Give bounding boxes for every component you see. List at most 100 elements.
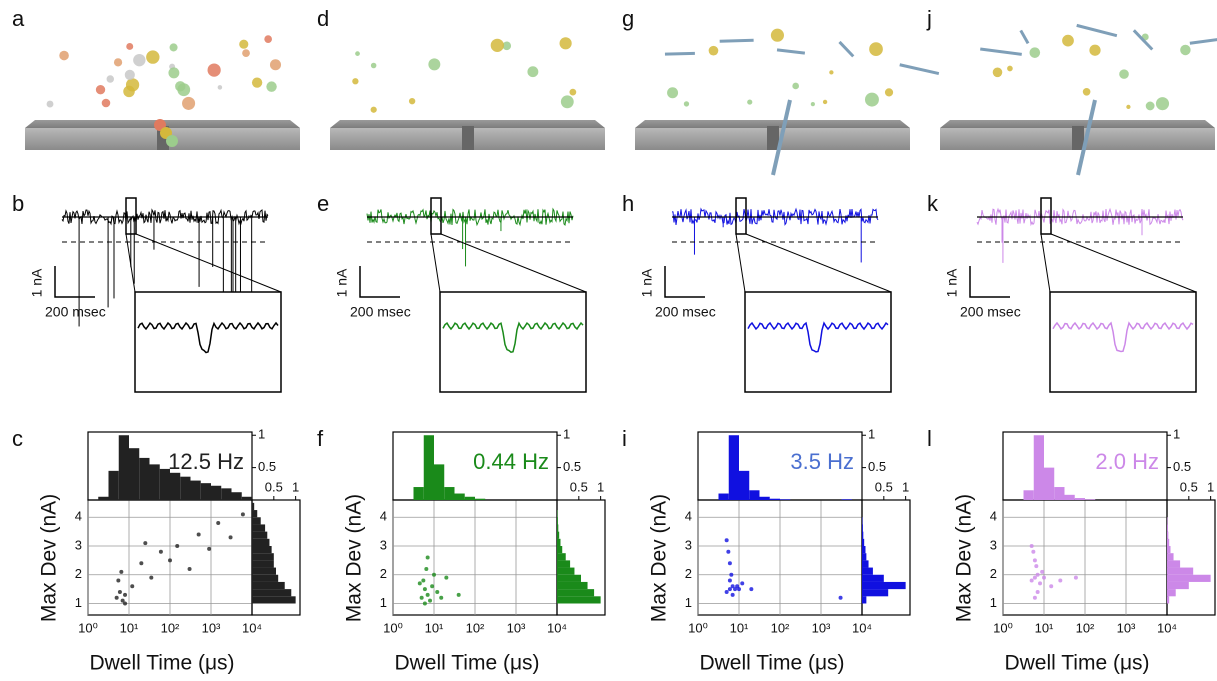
y-axis-label: Max Dev (nA): [343, 494, 366, 622]
data-point: [727, 561, 732, 566]
data-point: [1049, 584, 1054, 589]
particle: [217, 85, 223, 90]
data-point: [737, 587, 741, 592]
particle: [1029, 47, 1041, 58]
particle: [101, 98, 111, 108]
hist-bar: [231, 492, 242, 500]
data-point: [1034, 564, 1039, 569]
hist-bar: [1167, 546, 1171, 554]
x-tick-label: 10⁴: [242, 620, 262, 635]
hist-bar: [862, 596, 867, 604]
membrane-top: [330, 120, 605, 128]
data-point: [1042, 575, 1046, 580]
data-point: [175, 544, 180, 548]
y-tick-label: 3: [990, 537, 997, 552]
data-point: [1031, 549, 1036, 554]
current-trace: [976, 207, 1184, 227]
hist-tick-label: 0.5: [868, 459, 886, 474]
panel-letter: h: [622, 191, 634, 216]
hist-bar: [1167, 581, 1189, 590]
particle: [106, 75, 115, 83]
data-point: [123, 592, 128, 597]
hist-tick-label: 1: [292, 479, 299, 494]
hist-bar: [252, 538, 270, 546]
data-point: [228, 535, 233, 540]
hist-bar: [557, 553, 566, 561]
hist-bar: [557, 524, 559, 532]
hist-tick-label: 1: [1173, 427, 1180, 442]
membrane-top: [635, 120, 910, 128]
hist-bar: [200, 483, 211, 500]
x-tick-label: 10¹: [730, 620, 749, 635]
rod: [1019, 29, 1030, 45]
data-point: [432, 572, 436, 577]
data-point: [139, 561, 144, 566]
scale-bar: [969, 266, 1010, 298]
hist-bar: [1167, 524, 1168, 532]
y-tick-label: 4: [990, 509, 997, 524]
hist-bar: [1074, 498, 1085, 500]
particle: [266, 81, 277, 92]
data-point: [419, 595, 424, 600]
current-trace: [366, 207, 574, 227]
particle: [125, 78, 140, 92]
time-scale: 200 msec: [45, 304, 106, 320]
particle: [242, 49, 250, 58]
data-point: [749, 587, 754, 592]
y-tick-label: 3: [685, 537, 692, 552]
particle: [667, 87, 679, 99]
particle: [502, 41, 512, 51]
particle: [428, 58, 441, 71]
data-point: [724, 538, 729, 543]
y-tick-label: 2: [75, 566, 82, 581]
hist-bar: [780, 499, 791, 500]
hist-bar: [1054, 487, 1065, 500]
x-tick-label: 10⁰: [383, 620, 403, 635]
particle: [269, 59, 282, 71]
scale-bar: [664, 266, 705, 298]
particle: [770, 28, 784, 42]
x-tick-label: 10⁴: [547, 620, 567, 635]
data-point: [425, 555, 430, 560]
hist-bar: [557, 546, 563, 554]
particle: [355, 51, 360, 57]
rod: [1076, 23, 1118, 38]
zoom-box: [430, 197, 442, 235]
x-tick-label: 10¹: [120, 620, 139, 635]
x-tick-label: 10⁴: [852, 620, 872, 635]
zoom-link: [735, 233, 746, 293]
hist-bar: [252, 524, 266, 532]
hist-bar: [728, 435, 739, 500]
rate-annotation: 12.5 Hz: [168, 449, 244, 474]
particle: [1180, 44, 1191, 56]
hist-bar: [129, 448, 140, 500]
x-axis-label: Dwell Time (μs): [394, 652, 539, 675]
hist-bar: [454, 493, 465, 500]
hist-bar: [252, 567, 276, 575]
data-point: [114, 595, 119, 600]
particle: [792, 82, 799, 90]
hist-bar: [170, 472, 181, 500]
y-tick-label: 2: [380, 566, 387, 581]
hist-bar: [252, 596, 296, 604]
y-tick-label: 1: [75, 595, 82, 610]
hist-bar: [1167, 538, 1170, 546]
particle: [747, 99, 753, 105]
x-tick-label: 10³: [507, 620, 526, 635]
panel-letter: c: [12, 426, 23, 451]
data-point: [729, 572, 734, 577]
hist-bar: [118, 435, 129, 500]
data-point: [1029, 544, 1034, 548]
hist-bar: [98, 496, 109, 500]
data-point: [196, 532, 201, 537]
rod: [776, 48, 806, 55]
hist-bar: [739, 470, 750, 500]
particle: [207, 63, 221, 77]
panel-letter: j: [926, 6, 932, 31]
particle: [490, 38, 504, 52]
hist-bar: [862, 574, 884, 582]
data-point: [116, 578, 121, 583]
hist-bar: [252, 502, 255, 511]
hist-bar: [180, 476, 191, 500]
x-tick-label: 10²: [466, 620, 485, 635]
